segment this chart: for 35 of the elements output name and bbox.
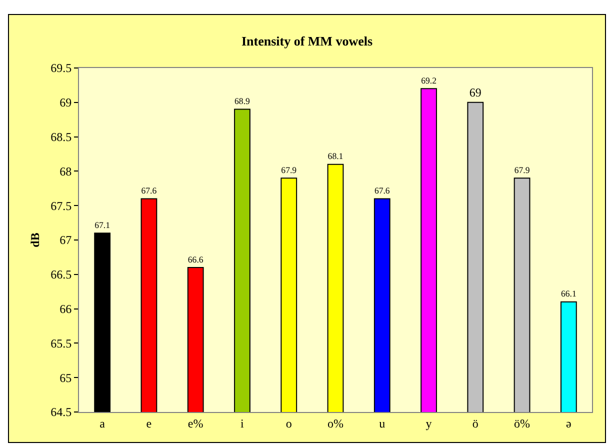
data-label: 67.6 [374, 186, 390, 196]
y-axis-title: dB [28, 232, 42, 248]
y-tick-label: 66 [60, 302, 72, 316]
x-tick-label: o [286, 416, 292, 430]
data-label: 68.1 [328, 151, 344, 162]
y-tick-label: 69 [60, 96, 72, 110]
y-tick-label: 67.5 [50, 198, 72, 213]
data-label: 66.1 [560, 288, 576, 299]
data-label: 69.2 [421, 75, 436, 86]
data-label: 68.9 [234, 96, 251, 106]
data-label: 69 [469, 85, 482, 100]
y-tick-label: 66.5 [50, 268, 72, 282]
x-tick-label: ö% [514, 416, 530, 430]
x-tick-label: a [100, 416, 106, 430]
y-tick-label: 68 [60, 164, 72, 178]
y-tick-label: 69.5 [50, 61, 72, 76]
x-tick-label: u [379, 416, 386, 430]
y-tick-label: 64.5 [50, 405, 72, 420]
data-label: 66.6 [188, 254, 204, 264]
data-label: 67.1 [94, 220, 110, 230]
x-tick-label: e [146, 416, 152, 430]
y-tick-label: 65 [60, 370, 72, 385]
y-tick-label: 65.5 [50, 336, 72, 350]
chart-title: Intensity of MM vowels [241, 33, 373, 48]
x-tick-label: y [426, 416, 432, 430]
x-tick-label: ö [472, 416, 478, 430]
y-tick-label: 67 [60, 233, 72, 248]
data-label: 67.6 [141, 186, 158, 196]
x-tick-label: i [240, 416, 245, 430]
data-label: 67.9 [514, 164, 530, 175]
x-tick-label: e% [188, 416, 204, 430]
data-label: 67.9 [281, 164, 298, 175]
x-tick-label: o% [328, 416, 344, 430]
x-tick-label: ə [566, 416, 572, 430]
y-tick-label: 68.5 [50, 130, 72, 144]
